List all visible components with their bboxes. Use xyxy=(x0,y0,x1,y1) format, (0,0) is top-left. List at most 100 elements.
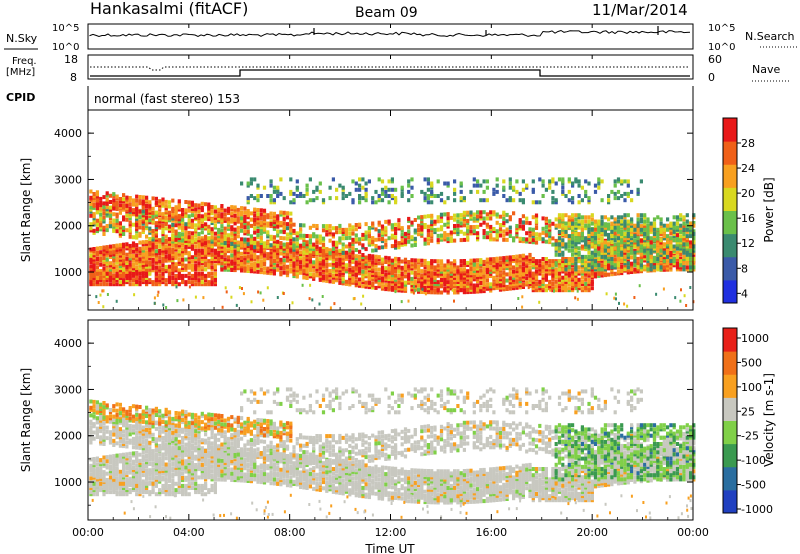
data-cell xyxy=(692,213,696,218)
data-cell xyxy=(108,205,113,210)
data-cell xyxy=(302,269,306,274)
data-cell xyxy=(482,268,486,273)
data-cell xyxy=(593,274,598,279)
data-cell xyxy=(449,273,453,278)
data-cell xyxy=(348,269,352,274)
data-cell xyxy=(564,277,568,282)
data-cell xyxy=(557,246,562,251)
data-cell xyxy=(531,227,535,232)
data-cell xyxy=(256,208,260,212)
data-cell xyxy=(331,234,335,239)
data-cell xyxy=(436,288,440,293)
data-cell xyxy=(600,273,604,278)
data-cell xyxy=(656,246,660,251)
data-cell xyxy=(282,221,286,226)
data-cell xyxy=(361,177,365,182)
data-cell xyxy=(102,251,106,256)
data-cell xyxy=(561,213,565,218)
data-cell xyxy=(351,255,355,260)
data-cell xyxy=(154,273,158,278)
data-cell xyxy=(636,256,640,261)
data-cell xyxy=(512,282,516,287)
data-cell xyxy=(649,254,653,259)
data-cell xyxy=(538,269,542,274)
data-cell xyxy=(666,238,670,242)
noise-right-tick-top: 10^5 xyxy=(708,23,735,34)
data-cell xyxy=(505,284,509,289)
data-cell xyxy=(387,266,391,271)
data-cell xyxy=(95,265,99,270)
data-cell xyxy=(508,234,512,238)
data-cell xyxy=(626,242,630,247)
data-cell xyxy=(371,221,375,226)
data-cell xyxy=(249,240,253,245)
data-cell xyxy=(643,236,647,241)
data-cell xyxy=(453,213,457,218)
data-cell xyxy=(184,224,188,229)
data-cell xyxy=(498,283,503,288)
data-cell xyxy=(128,211,132,216)
data-cell xyxy=(122,227,126,232)
data-cell xyxy=(679,246,683,251)
data-cell xyxy=(505,259,509,264)
data-cell xyxy=(154,282,158,287)
data-cell xyxy=(158,276,162,280)
data-cell xyxy=(692,229,696,234)
data-cell xyxy=(358,277,362,282)
data-cell xyxy=(262,266,267,271)
data-cell xyxy=(485,278,489,283)
data-cell xyxy=(213,240,217,245)
data-cell xyxy=(600,236,604,241)
data-cell xyxy=(105,193,109,198)
data-cell xyxy=(269,254,273,259)
data-cell xyxy=(525,270,529,274)
data-cell xyxy=(285,252,290,257)
data-cell xyxy=(148,214,152,219)
data-cell xyxy=(590,232,594,236)
data-cell xyxy=(390,262,394,267)
data-cell xyxy=(118,280,122,285)
data-cell xyxy=(197,238,201,243)
data-cell xyxy=(285,242,290,247)
data-cell xyxy=(256,235,260,240)
data-cell xyxy=(377,257,381,262)
data-cell xyxy=(407,274,411,279)
data-cell xyxy=(308,253,312,258)
data-cell xyxy=(112,282,116,287)
data-cell xyxy=(99,262,103,267)
data-cell xyxy=(138,219,142,224)
data-cell xyxy=(204,202,208,207)
data-cell xyxy=(213,205,217,210)
data-cell xyxy=(128,216,132,221)
data-cell xyxy=(534,219,539,224)
data-cell xyxy=(515,267,519,272)
data-cell xyxy=(262,258,267,262)
data-cell xyxy=(181,234,185,239)
data-cell xyxy=(115,276,119,280)
data-cell xyxy=(476,285,480,290)
data-cell xyxy=(118,247,122,252)
data-cell xyxy=(472,273,476,278)
data-cell xyxy=(593,223,598,228)
data-cell xyxy=(534,277,539,282)
data-cell xyxy=(135,221,139,225)
data-cell xyxy=(466,285,470,290)
data-cell xyxy=(436,219,440,224)
data-cell xyxy=(321,198,326,203)
data-cell xyxy=(167,200,172,205)
data-cell xyxy=(574,240,578,245)
data-cell xyxy=(426,177,430,182)
data-cell xyxy=(210,221,214,225)
data-cell xyxy=(544,267,548,272)
data-cell xyxy=(371,266,375,271)
data-cell xyxy=(564,286,568,291)
data-cell xyxy=(223,237,227,241)
data-cell xyxy=(233,266,237,270)
data-cell xyxy=(92,276,96,280)
data-cell xyxy=(623,242,627,247)
data-cell xyxy=(692,246,696,251)
data-cell xyxy=(521,226,525,231)
data-cell xyxy=(233,249,237,254)
data-cell xyxy=(384,260,388,264)
data-cell xyxy=(577,194,581,198)
